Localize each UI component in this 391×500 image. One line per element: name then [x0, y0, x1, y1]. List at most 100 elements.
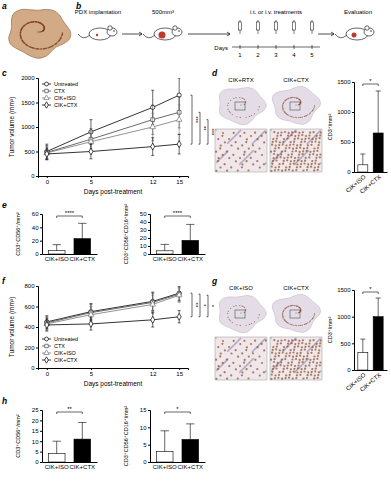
stain-dot: [240, 325, 241, 326]
stain-dot: [49, 46, 51, 48]
significance-bracket: [363, 84, 378, 86]
nucleus-dot: [237, 132, 239, 134]
axis-line: [36, 287, 39, 369]
stain-dot: [286, 367, 288, 369]
nucleus-dot: [284, 140, 286, 142]
tick: 50: [140, 211, 150, 217]
stain-dot: [226, 378, 228, 380]
stain-dot: [309, 362, 311, 364]
stain-dot: [281, 151, 283, 153]
stain-dot: [279, 163, 281, 165]
stain-dot: [230, 166, 232, 168]
stain-dot: [295, 97, 296, 98]
stain-dot: [42, 24, 44, 26]
tick: 1500: [337, 287, 354, 293]
tick-label: 0: [31, 173, 35, 179]
stain-dot: [308, 342, 310, 344]
error-bar: [376, 298, 381, 317]
tick: 500: [340, 341, 354, 347]
stain-dot: [290, 97, 291, 98]
stain-dot: [254, 113, 255, 114]
stain-dot: [20, 35, 22, 37]
significance-label: *: [176, 406, 179, 412]
day-label: 2: [256, 52, 260, 58]
tick-mark: [47, 368, 48, 370]
stain-dot: [311, 319, 312, 320]
nucleus-dot: [231, 346, 233, 348]
stain-dot: [292, 97, 293, 98]
nucleus-dot: [256, 346, 258, 348]
stain-dot: [308, 345, 310, 347]
stain-dot: [278, 355, 280, 357]
nucleus-dot: [272, 161, 274, 163]
tick-label: 20: [32, 418, 39, 424]
nucleus-dot: [245, 157, 247, 159]
tick: 0: [31, 365, 38, 371]
stain-dot: [41, 23, 43, 25]
nucleus-dot: [302, 155, 304, 157]
stain-dot: [228, 138, 230, 140]
stain-dot: [241, 166, 243, 168]
stain-dot: [245, 325, 246, 326]
ihc-images: CIK+ISOCIK+CTX: [215, 285, 322, 380]
tick-label: 1000: [337, 314, 351, 320]
stain-dot: [250, 135, 252, 137]
tick: 0: [347, 367, 354, 373]
y-axis-title: Tumor volume (mm³): [8, 97, 16, 157]
tick-mark: [47, 176, 48, 178]
tissue-field: [270, 337, 322, 380]
stain-dot: [318, 352, 320, 354]
stain-dot: [289, 163, 291, 165]
tick: CIK+ISO: [45, 254, 69, 262]
error-bar: [360, 339, 365, 352]
stain-dot: [291, 150, 293, 152]
stain-dot: [295, 377, 297, 379]
tick-label: 1500: [337, 287, 351, 293]
stain-dot: [278, 374, 280, 376]
nucleus-dot: [230, 139, 232, 141]
stain-dot: [22, 40, 24, 42]
stain-dot: [263, 349, 265, 351]
stain-dot: [295, 325, 296, 326]
nucleus-dot: [259, 344, 261, 346]
stain-dot: [304, 141, 306, 143]
stain-dot: [312, 109, 313, 110]
stain-dot: [302, 377, 304, 379]
stain-dot: [274, 166, 276, 168]
stain-dot: [317, 166, 319, 168]
syringe-barrel: [257, 22, 260, 30]
stain-dot: [295, 131, 297, 133]
nucleus-dot: [318, 132, 320, 134]
stain-dot: [290, 305, 291, 306]
stain-dot: [298, 306, 299, 307]
plot-data: [156, 424, 198, 462]
significance-label: **: [201, 126, 207, 131]
nucleus-dot: [242, 160, 244, 162]
stain-dot: [280, 364, 282, 366]
bar: [74, 239, 91, 254]
stain-dot: [312, 346, 314, 348]
stain-dot: [277, 132, 279, 134]
stain-dot: [249, 324, 250, 325]
stain-dot: [60, 37, 62, 39]
marker: [177, 292, 181, 296]
stain-dot: [304, 116, 305, 117]
mouse-eye: [178, 30, 179, 31]
stain-dot: [302, 339, 304, 341]
nucleus-dot: [262, 340, 264, 342]
stain-dot: [292, 351, 294, 353]
nucleus-dot: [308, 141, 310, 143]
tick-mark: [40, 410, 42, 411]
error-bar: [78, 223, 86, 238]
timeline-tick: [312, 45, 313, 49]
stain-dot: [36, 21, 38, 23]
tick-label: CIK+CTX: [70, 256, 96, 262]
stain-dot: [286, 159, 288, 161]
stain-dot: [312, 138, 314, 140]
stain-dot: [294, 138, 296, 140]
stain-dot: [275, 353, 277, 355]
stain-dot: [271, 352, 273, 354]
stain-dot: [297, 159, 299, 161]
stain-dot: [259, 314, 260, 315]
nucleus-dot: [244, 367, 246, 369]
